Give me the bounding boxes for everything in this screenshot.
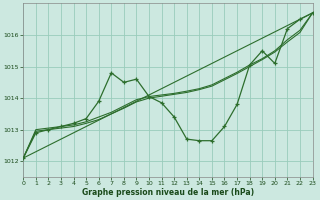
X-axis label: Graphe pression niveau de la mer (hPa): Graphe pression niveau de la mer (hPa) [82,188,254,197]
